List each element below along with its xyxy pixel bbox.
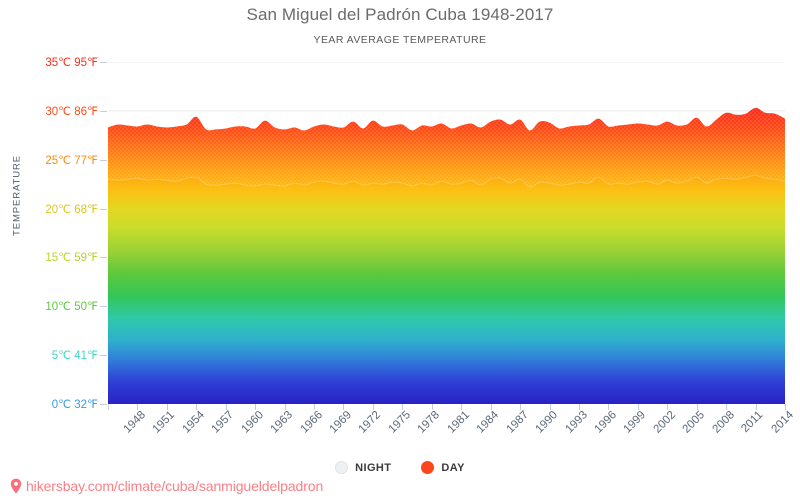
legend-label-day: DAY	[441, 461, 465, 474]
chart-subtitle: YEAR AVERAGE TEMPERATURE	[313, 34, 487, 46]
x-axis-tick-mark	[196, 404, 198, 410]
x-axis-tick-mark	[578, 404, 580, 410]
x-axis-tick-label: 1954	[180, 409, 207, 436]
x-axis-tick-mark	[255, 404, 257, 410]
y-axis-tick-mark	[100, 257, 107, 259]
x-axis-tick-label: 1969	[327, 409, 355, 436]
y-axis-tick-label: 35℃ 95℉	[45, 57, 98, 69]
chart-legend: NIGHT DAY	[0, 461, 800, 474]
x-axis-tick-label: 1963	[268, 409, 296, 436]
y-axis-tick-label: 0℃ 32℉	[51, 399, 98, 411]
x-axis-tick-mark	[520, 404, 522, 410]
x-axis-tick-mark	[608, 404, 610, 410]
source-watermark[interactable]: hikersbay.com/climate/cuba/sanmigueldelp…	[10, 478, 323, 494]
x-axis-tick-label: 1975	[386, 409, 413, 436]
x-axis-tick-label: 1948	[121, 409, 149, 436]
x-axis-tick-label: 2014	[769, 409, 796, 436]
y-axis-tick-mark	[100, 208, 107, 210]
x-axis-tick-mark	[461, 404, 463, 410]
x-axis-tick-mark	[343, 404, 345, 410]
temperature-area-plot	[108, 62, 785, 404]
x-axis-tick-label: 1996	[592, 409, 620, 436]
x-axis-tick-label: 2011	[739, 409, 766, 435]
y-axis-tick-label: 10℃ 50℉	[45, 301, 98, 314]
plot-area	[108, 62, 785, 404]
x-axis-tick-mark	[431, 404, 433, 410]
x-axis-tick-label: 1999	[621, 409, 649, 436]
x-axis-tick-mark	[755, 404, 757, 410]
x-axis-tick-label: 2002	[651, 409, 678, 436]
y-axis-tick-label: 25℃ 77℉	[45, 154, 98, 167]
x-axis-tick-mark	[785, 404, 786, 410]
y-axis-tick-label: 30℃ 86℉	[45, 105, 98, 118]
x-axis-tick-label: 1984	[474, 409, 502, 436]
legend-item-day[interactable]: DAY	[421, 461, 464, 474]
y-axis-tick-mark	[100, 306, 107, 308]
legend-item-night[interactable]: NIGHT	[335, 461, 391, 474]
x-axis-tick-label: 2008	[710, 409, 737, 436]
x-axis-tick-mark	[314, 404, 316, 410]
y-axis-tick-label: 5℃ 41℉	[51, 350, 98, 363]
location-pin-icon	[10, 478, 22, 494]
y-axis-tick-mark	[100, 355, 107, 357]
y-axis-tick-mark	[100, 404, 107, 405]
x-axis-tick-label: 1957	[209, 409, 237, 436]
legend-label-night: NIGHT	[355, 461, 392, 474]
x-axis-tick-label: 1966	[298, 409, 325, 436]
x-axis-tick-mark	[549, 404, 551, 410]
x-axis-tick-label: 1972	[356, 409, 384, 436]
x-axis-tick-mark	[402, 404, 404, 410]
y-axis-tick-label: 20℃ 68℉	[45, 203, 98, 216]
x-axis-tick-mark	[637, 404, 639, 410]
x-axis-tick-label: 1960	[239, 409, 266, 436]
day-circle-marker-icon	[421, 461, 435, 474]
x-axis-tick-mark	[166, 404, 168, 410]
page-title: San Miguel del Padrón Cuba 1948-2017	[246, 5, 554, 24]
x-axis-tick-mark	[667, 404, 669, 410]
source-url-text: hikersbay.com/climate/cuba/sanmigueldelp…	[26, 478, 324, 494]
x-axis-tick-mark	[225, 404, 227, 410]
x-axis-tick-mark	[137, 404, 139, 410]
x-axis-tick-label: 1990	[533, 409, 561, 436]
y-axis-tick-mark	[100, 110, 107, 112]
x-axis-tick-label: 1987	[504, 409, 531, 436]
night-circle-marker-icon	[335, 461, 349, 474]
y-axis-tick-mark	[100, 62, 107, 63]
y-axis-tick-label: 15℃ 59℉	[45, 252, 98, 265]
y-axis-tick-mark	[100, 159, 107, 161]
x-axis-tick-mark	[726, 404, 728, 410]
night-series-line	[108, 174, 785, 188]
x-axis-tick-label: 1981	[445, 409, 472, 436]
x-axis-tick-mark	[490, 404, 492, 410]
x-axis-tick-label: 1993	[563, 409, 590, 436]
x-axis-tick-mark	[372, 404, 374, 410]
x-axis-tick-mark	[696, 404, 698, 410]
x-axis-tick-mark	[284, 404, 286, 410]
x-axis-tick-label: 1978	[415, 409, 443, 436]
x-axis-tick-mark	[108, 404, 109, 410]
x-axis-tick-label: 1951	[150, 409, 178, 436]
x-axis-tick-label: 2005	[680, 409, 708, 436]
